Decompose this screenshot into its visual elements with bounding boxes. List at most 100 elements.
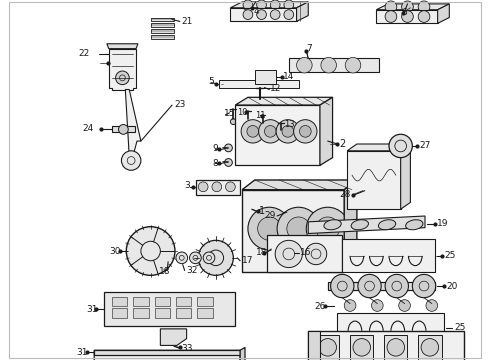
Circle shape <box>389 134 413 158</box>
Text: 13: 13 <box>284 120 294 129</box>
Text: 17: 17 <box>242 256 254 265</box>
Circle shape <box>402 1 414 13</box>
Polygon shape <box>376 4 449 10</box>
Text: 7: 7 <box>306 44 312 53</box>
Circle shape <box>319 339 337 356</box>
Circle shape <box>306 207 349 250</box>
Text: 19: 19 <box>437 219 448 228</box>
Polygon shape <box>235 97 333 105</box>
Text: 14: 14 <box>283 72 294 81</box>
Text: 6: 6 <box>402 8 407 17</box>
Circle shape <box>413 274 436 298</box>
Bar <box>176 309 192 318</box>
Circle shape <box>358 274 381 298</box>
Circle shape <box>257 10 267 19</box>
Circle shape <box>305 243 327 265</box>
Text: 4: 4 <box>254 7 259 16</box>
Circle shape <box>203 252 215 264</box>
Polygon shape <box>376 10 438 23</box>
Text: 16: 16 <box>299 248 311 257</box>
Text: 29: 29 <box>265 211 276 220</box>
Polygon shape <box>230 8 296 21</box>
Polygon shape <box>235 105 320 165</box>
Text: 21: 21 <box>182 17 193 26</box>
Circle shape <box>224 144 232 152</box>
Text: 23: 23 <box>174 100 185 109</box>
Text: 5: 5 <box>208 77 214 86</box>
Text: 31: 31 <box>86 305 98 314</box>
Circle shape <box>176 252 188 264</box>
Text: 9: 9 <box>212 144 218 153</box>
Polygon shape <box>242 180 357 190</box>
Polygon shape <box>296 2 308 21</box>
Text: 2: 2 <box>340 139 345 149</box>
Text: 12: 12 <box>270 84 282 93</box>
Text: 28: 28 <box>340 190 351 199</box>
Circle shape <box>212 182 221 192</box>
Circle shape <box>270 0 280 10</box>
Bar <box>154 309 170 318</box>
Polygon shape <box>160 329 187 345</box>
Text: 31: 31 <box>76 348 88 357</box>
Circle shape <box>345 57 361 73</box>
Polygon shape <box>344 180 357 267</box>
Circle shape <box>282 126 294 137</box>
Circle shape <box>122 151 141 170</box>
Polygon shape <box>401 144 411 209</box>
Polygon shape <box>320 97 333 165</box>
Circle shape <box>258 217 281 240</box>
Polygon shape <box>150 29 174 33</box>
Bar <box>255 70 276 84</box>
Text: 8: 8 <box>212 159 218 168</box>
Circle shape <box>198 240 233 275</box>
Circle shape <box>243 0 253 10</box>
Text: 1: 1 <box>259 206 265 216</box>
Circle shape <box>276 120 299 143</box>
Polygon shape <box>438 4 449 23</box>
Circle shape <box>257 0 267 10</box>
Circle shape <box>119 125 128 134</box>
Circle shape <box>399 300 411 311</box>
Ellipse shape <box>324 220 341 230</box>
Polygon shape <box>150 23 174 27</box>
Circle shape <box>385 11 397 22</box>
Circle shape <box>224 159 232 166</box>
Text: 30: 30 <box>110 247 121 256</box>
Circle shape <box>426 300 438 311</box>
Polygon shape <box>350 335 373 360</box>
Text: 26: 26 <box>314 302 325 311</box>
Polygon shape <box>230 2 308 8</box>
Circle shape <box>277 207 320 250</box>
Polygon shape <box>289 58 379 72</box>
Polygon shape <box>343 239 435 273</box>
Bar <box>197 297 213 306</box>
Circle shape <box>116 71 129 85</box>
Circle shape <box>385 1 397 13</box>
Text: 20: 20 <box>446 282 458 291</box>
Polygon shape <box>308 331 320 360</box>
Text: 25: 25 <box>454 323 466 332</box>
Text: 3: 3 <box>185 181 191 190</box>
Circle shape <box>259 120 282 143</box>
Circle shape <box>225 182 235 192</box>
Text: 18: 18 <box>256 248 267 257</box>
Text: 27: 27 <box>419 141 431 150</box>
Circle shape <box>353 339 370 356</box>
Bar <box>176 297 192 306</box>
Polygon shape <box>219 80 298 87</box>
Bar <box>154 297 170 306</box>
Circle shape <box>198 182 208 192</box>
Polygon shape <box>112 126 135 132</box>
Circle shape <box>126 227 175 275</box>
Polygon shape <box>328 282 435 290</box>
Polygon shape <box>94 350 240 360</box>
Circle shape <box>248 207 291 250</box>
Circle shape <box>371 300 383 311</box>
Polygon shape <box>240 347 245 360</box>
Text: 11: 11 <box>255 111 265 120</box>
Polygon shape <box>150 35 174 39</box>
Text: 33: 33 <box>181 344 192 353</box>
Circle shape <box>275 240 302 267</box>
Polygon shape <box>268 235 343 273</box>
Circle shape <box>385 274 409 298</box>
